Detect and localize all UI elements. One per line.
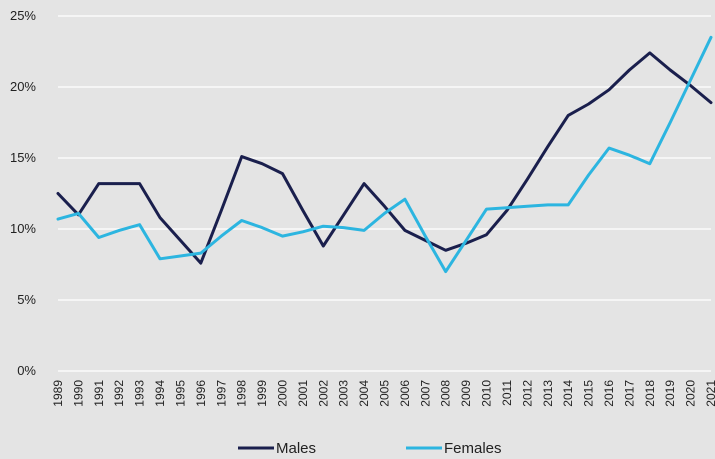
x-tick-label: 1997 bbox=[214, 380, 228, 407]
x-tick-label: 1990 bbox=[71, 380, 85, 407]
x-tick-label: 1992 bbox=[112, 380, 126, 407]
x-tick-label: 2002 bbox=[316, 380, 330, 407]
y-tick-label: 5% bbox=[17, 292, 36, 307]
x-tick-label: 2019 bbox=[663, 380, 677, 407]
x-tick-label: 2018 bbox=[643, 380, 657, 407]
legend: Males Females bbox=[238, 440, 502, 457]
y-tick-label: 20% bbox=[10, 79, 36, 94]
x-tick-label: 2004 bbox=[357, 380, 371, 407]
x-tick-label: 2008 bbox=[439, 380, 453, 407]
x-tick-label: 1994 bbox=[153, 380, 167, 407]
x-tick-label: 2017 bbox=[622, 380, 636, 407]
x-tick-label: 2003 bbox=[337, 380, 351, 407]
x-axis-ticks: 1989 1990 1991 1992 1993 1994 1995 1996 1997 1998… bbox=[51, 380, 715, 407]
x-tick-label: 2000 bbox=[275, 380, 289, 407]
x-tick-label: 2016 bbox=[602, 380, 616, 407]
y-axis-ticks: 0% 5% 10% 15% 20% 25% bbox=[10, 8, 36, 378]
y-tick-label: 25% bbox=[10, 8, 36, 23]
x-tick-label: 1996 bbox=[194, 380, 208, 407]
series-line-males bbox=[56, 51, 713, 265]
legend-label-males: Males bbox=[276, 440, 316, 457]
x-tick-label: 2021 bbox=[704, 380, 715, 407]
x-tick-label: 2012 bbox=[520, 380, 534, 407]
series-line-females bbox=[56, 35, 713, 274]
x-tick-label: 2010 bbox=[480, 380, 494, 407]
x-tick-label: 2001 bbox=[296, 380, 310, 407]
x-tick-label: 1991 bbox=[92, 380, 106, 407]
series-lines bbox=[56, 35, 713, 274]
x-tick-label: 2020 bbox=[684, 380, 698, 407]
y-tick-label: 15% bbox=[10, 150, 36, 165]
x-tick-label: 1993 bbox=[133, 380, 147, 407]
gridlines bbox=[58, 15, 711, 372]
x-tick-label: 2013 bbox=[541, 380, 555, 407]
x-tick-label: 1995 bbox=[173, 380, 187, 407]
x-tick-label: 2006 bbox=[398, 380, 412, 407]
x-tick-label: 1999 bbox=[255, 380, 269, 407]
y-tick-label: 10% bbox=[10, 221, 36, 236]
x-tick-label: 2007 bbox=[418, 380, 432, 407]
y-tick-label: 0% bbox=[17, 363, 36, 378]
legend-label-females: Females bbox=[444, 440, 502, 457]
x-tick-label: 2014 bbox=[561, 380, 575, 407]
x-tick-label: 2009 bbox=[459, 380, 473, 407]
x-tick-label: 2005 bbox=[378, 380, 392, 407]
x-tick-label: 2011 bbox=[500, 380, 514, 406]
x-tick-label: 1998 bbox=[235, 380, 249, 407]
x-tick-label: 2015 bbox=[582, 380, 596, 407]
x-tick-label: 1989 bbox=[51, 380, 65, 407]
